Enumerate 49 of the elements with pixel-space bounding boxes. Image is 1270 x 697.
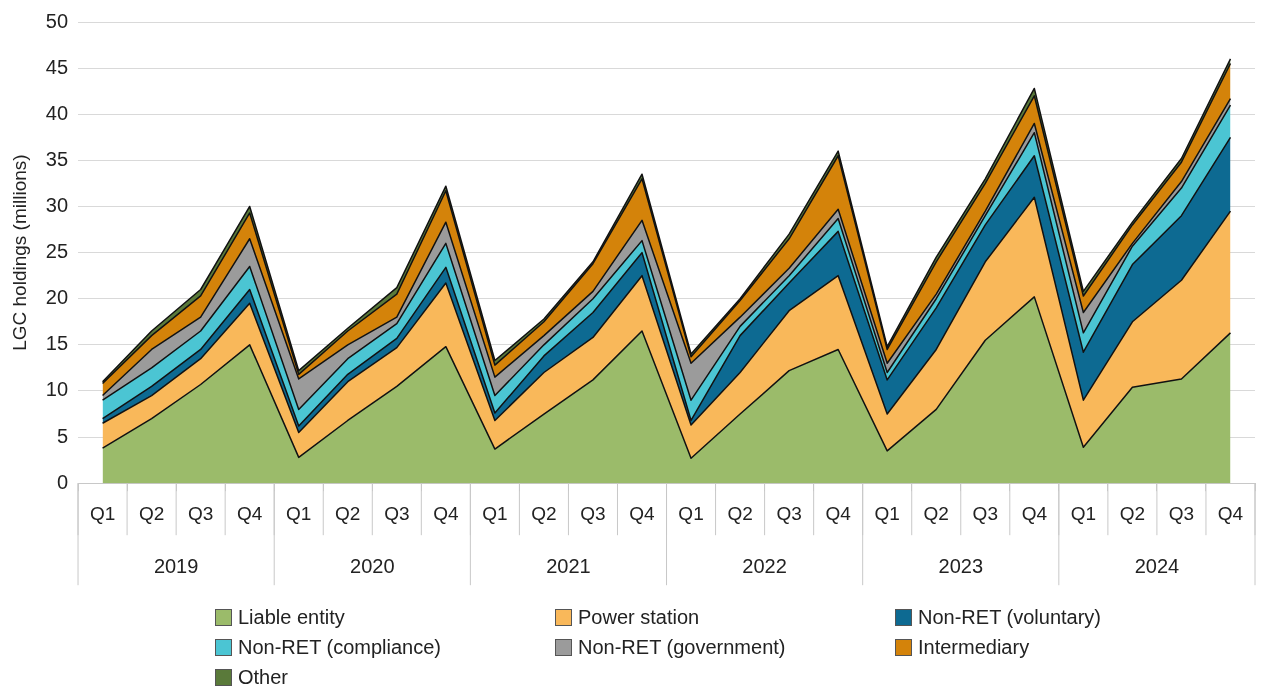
legend-label: Non-RET (government)	[578, 635, 786, 659]
text: 2019	[153, 554, 199, 577]
x-tick-label: Q2	[531, 502, 557, 524]
y-tick-label: 40	[45, 101, 69, 124]
y-tick-label: 20	[45, 286, 69, 309]
x-tick-label: Q1	[89, 502, 116, 524]
legend-label: Power station	[578, 605, 700, 629]
x-tick-label: Q2	[727, 502, 753, 524]
x-tick-label: Q2	[1119, 502, 1146, 524]
y-tick-label: 50	[45, 9, 69, 32]
x-tick-label: Q2	[923, 502, 949, 524]
x-tick-label: Q4	[237, 502, 263, 524]
x-tick-label: Q4	[1217, 502, 1244, 524]
x-tick-label: Q1	[286, 502, 312, 524]
text: 2024	[1134, 554, 1180, 577]
x-tick-label: Q1	[1070, 502, 1097, 524]
legend-label: Non-RET (voluntary)	[918, 605, 1102, 629]
x-tick-label: Q3	[580, 502, 606, 524]
y-tick-label: 10	[45, 378, 69, 401]
x-tick-label: Q3	[972, 502, 998, 524]
legend-label: Intermediary	[918, 635, 1030, 659]
x-tick-label: Q4	[433, 502, 459, 524]
text: 2023	[938, 554, 984, 577]
y-tick-label: 25	[45, 240, 69, 263]
y-tick-label: 45	[45, 55, 69, 78]
x-tick-label: Q3	[187, 502, 214, 524]
x-tick-label: Q1	[678, 502, 704, 524]
x-tick-label: Q3	[1168, 502, 1195, 524]
y-tick-label: 30	[45, 194, 69, 216]
legend-label: Liable entity	[238, 605, 345, 629]
y-tick-label: 0	[56, 470, 69, 493]
x-tick-label: Q2	[138, 502, 165, 524]
text: 2022	[742, 554, 787, 577]
x-tick-label: Q3	[776, 502, 802, 524]
x-tick-label: Q4	[629, 502, 656, 524]
text: 2021	[546, 554, 591, 577]
y-tick-label: 5	[56, 424, 69, 447]
x-tick-label: Q4	[825, 502, 852, 524]
x-tick-label: Q3	[384, 502, 410, 524]
legend-label: Other	[238, 665, 289, 689]
x-tick-label: Q1	[874, 502, 900, 524]
x-tick-label: Q2	[335, 502, 361, 524]
legend-label: Non-RET (compliance)	[238, 635, 442, 659]
y-axis-title: LGC holdings (millions)	[8, 154, 30, 351]
y-tick-label: 35	[45, 147, 69, 170]
x-tick-label: Q4	[1021, 502, 1048, 524]
y-tick-label: 15	[45, 332, 69, 355]
text: 2020	[350, 554, 395, 577]
x-tick-label: Q1	[482, 502, 508, 524]
